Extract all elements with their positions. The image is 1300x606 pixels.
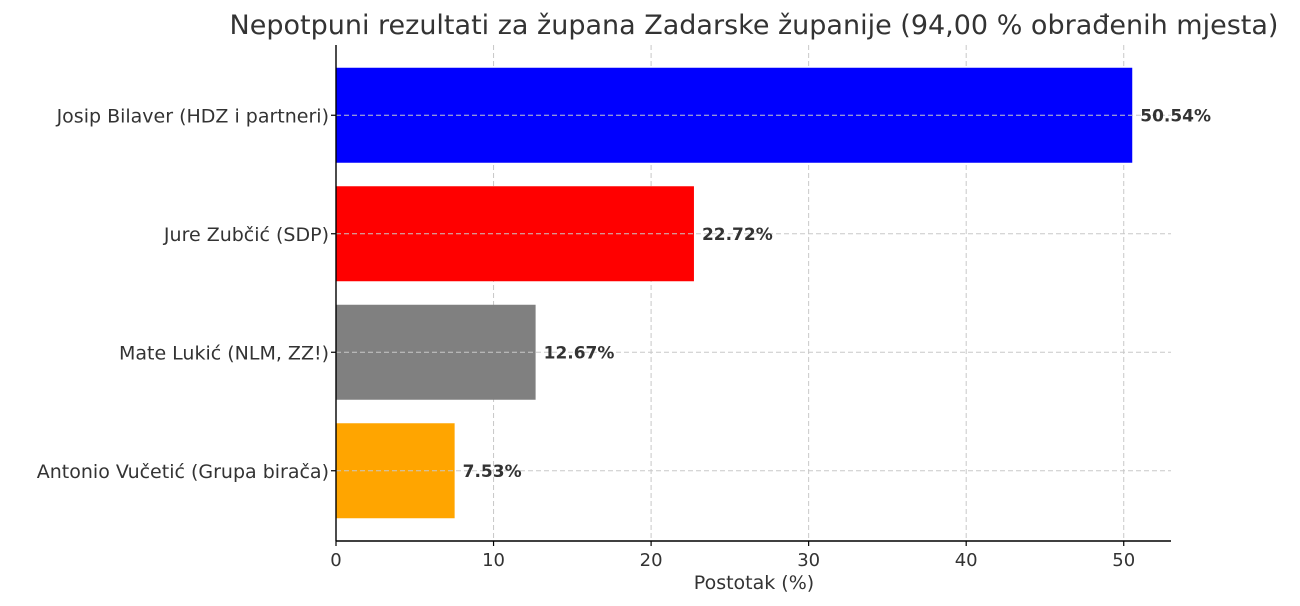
category-label: Josip Bilaver (HDZ i partneri) [56,105,329,127]
data-label: 7.53% [463,462,522,482]
data-label: 12.67% [544,343,615,363]
category-labels: Josip Bilaver (HDZ i partneri) Jure Zubči… [37,105,329,483]
x-tick-label: 30 [797,550,820,571]
x-tick-label: 0 [330,550,341,571]
x-tick-label: 50 [1112,550,1135,571]
data-label: 22.72% [702,225,773,245]
axes [335,45,1171,542]
data-label: 50.54% [1140,106,1211,126]
category-label: Mate Lukić (NLM, ZZ!) [119,342,329,364]
data-labels: 50.54% 22.72% 12.67% 7.53% [463,106,1211,482]
bars [336,67,1133,519]
x-tick-label: 40 [955,550,978,571]
category-label: Antonio Vučetić (Grupa birača) [37,461,329,483]
x-tick-label: 20 [640,550,663,571]
chart-title: Nepotpuni rezultati za župana Zadarske ž… [230,10,1279,41]
x-axis-label: Postotak (%) [694,572,814,594]
x-ticks: 0 10 20 30 40 50 [330,114,1135,571]
x-tick-label: 10 [482,550,505,571]
category-label: Jure Zubčić (SDP) [163,224,329,246]
